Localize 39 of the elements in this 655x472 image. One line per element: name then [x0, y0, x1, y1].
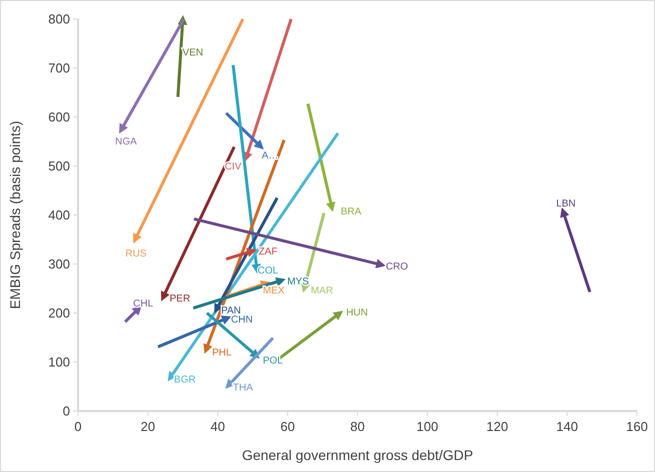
- series-label: BGR: [174, 374, 196, 386]
- series-label: NGA: [115, 136, 138, 148]
- y-tick-label: 0: [62, 404, 70, 418]
- series-label: A…: [262, 150, 278, 162]
- series-label: LBN: [556, 198, 576, 210]
- series-label: CRO: [386, 261, 408, 272]
- series-label: VEN: [182, 48, 204, 58]
- y-axis-title: EMBIG Spreads (basis points): [7, 120, 23, 310]
- y-tick-label: 200: [48, 306, 70, 320]
- series-label: MEX: [262, 286, 285, 297]
- series-label: BRA: [340, 206, 362, 218]
- x-tick-label: 0: [74, 419, 82, 434]
- x-tick-label: 80: [350, 419, 365, 434]
- series-label: CHN: [231, 314, 253, 326]
- y-tick-label: 800: [48, 12, 70, 26]
- x-tick-label: 120: [486, 419, 508, 434]
- x-tick-label: 140: [556, 419, 578, 434]
- y-tick-label: 100: [48, 354, 70, 370]
- y-tick-label: 400: [48, 208, 70, 222]
- x-tick-label: 40: [210, 419, 225, 434]
- y-tick-label: 500: [48, 158, 70, 174]
- series-label: HUN: [346, 308, 368, 318]
- y-tick-label: 600: [48, 110, 70, 124]
- series-label: COL: [258, 265, 279, 276]
- series-label: THA: [232, 382, 254, 394]
- series-label: PAN: [221, 306, 241, 317]
- y-tick-label: 700: [48, 60, 70, 76]
- x-tick-label: 20: [140, 419, 156, 434]
- x-tick-label: 60: [280, 419, 295, 434]
- y-tick-label: 300: [48, 256, 70, 272]
- series-label: ZAF: [258, 246, 278, 258]
- series-label: PHL: [212, 348, 232, 359]
- x-tick-label: 100: [416, 419, 438, 434]
- series-label: MAR: [310, 285, 334, 296]
- series-label: RUS: [125, 248, 147, 260]
- x-tick-label: 160: [626, 419, 648, 434]
- series-label: CHL: [133, 298, 154, 310]
- x-axis-title: General government gross debt/GDP: [242, 447, 474, 463]
- series-label: PER: [170, 293, 190, 304]
